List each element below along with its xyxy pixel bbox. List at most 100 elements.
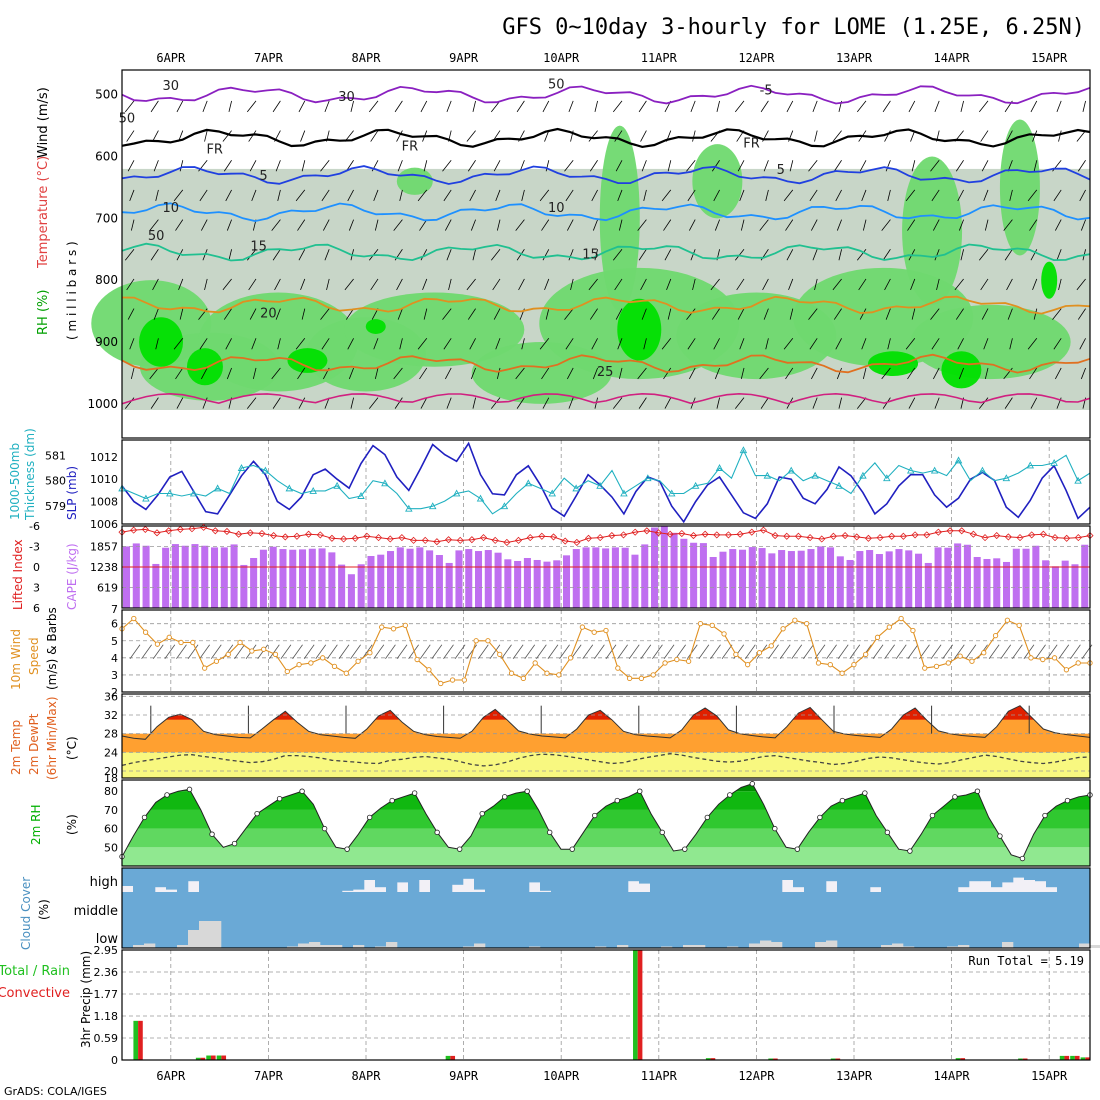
cape-bar — [807, 549, 815, 608]
wind-barb — [477, 644, 489, 659]
cape-bar — [611, 547, 619, 608]
cloud-high-bar — [991, 868, 1003, 888]
date-label: 6APR — [156, 1069, 186, 1083]
rh-marker — [862, 790, 868, 796]
wind-barb — [431, 644, 443, 659]
wind-barb — [779, 644, 791, 659]
cloud-high-bar — [221, 868, 233, 892]
thickness-marker — [811, 471, 819, 479]
precip-total-bar — [955, 1058, 961, 1060]
cape-bar — [338, 564, 346, 608]
li-marker — [631, 528, 639, 536]
thickness-marker — [691, 481, 700, 489]
upper-wind-barb — [297, 367, 306, 380]
cape-bar — [739, 549, 747, 608]
thickness-marker — [333, 481, 341, 489]
upper-wind-barb — [249, 308, 257, 320]
rh-marker — [884, 829, 891, 836]
wind-barb — [1012, 644, 1023, 659]
li-marker — [235, 530, 243, 538]
cloud-high-bar — [331, 868, 343, 892]
cloud-high-bar — [573, 868, 585, 892]
upper-wind-barb — [568, 100, 574, 113]
cape-bar — [299, 549, 307, 608]
upper-wind-barb — [173, 338, 184, 350]
upper-wind-barb — [911, 160, 916, 172]
wind-marker — [910, 627, 916, 634]
wind-barb — [686, 644, 698, 659]
rh-marker — [344, 846, 350, 852]
cape-bar — [142, 545, 150, 608]
upper-wind-barb — [204, 130, 208, 142]
wind-barb — [744, 644, 756, 659]
upper-wind-barb — [884, 278, 891, 291]
rh-marker — [164, 792, 170, 798]
li-marker — [643, 527, 651, 535]
upper-wind-barb — [420, 249, 428, 261]
credit-label: GrADS: COLA/IGES — [4, 1085, 107, 1098]
rh-marker — [727, 792, 733, 798]
precip-conv-bar — [1085, 1057, 1090, 1060]
isotherm-label: 5 — [777, 163, 785, 178]
rh-blob — [941, 351, 982, 389]
rh-marker — [952, 794, 958, 800]
precip-conv-bar — [835, 1058, 841, 1060]
upper-wind-barb — [567, 219, 574, 231]
upper-wind-barb — [374, 367, 379, 380]
upper-wind-barb — [1003, 219, 1013, 231]
cloud-high-bar — [1079, 868, 1091, 892]
upper-wind-barb — [1029, 367, 1038, 380]
wind-marker — [296, 662, 302, 668]
cape-bar — [387, 551, 395, 608]
wind-barb — [907, 644, 919, 659]
date-label: 14APR — [934, 51, 971, 65]
wind-marker — [851, 662, 857, 668]
cape-bar — [367, 556, 375, 608]
upper-wind-barb — [812, 100, 818, 113]
rh-marker — [704, 814, 711, 821]
wind-marker — [225, 651, 231, 658]
rh-blob — [186, 348, 223, 386]
isotherm-label: FR — [402, 139, 419, 154]
upper-wind-barb — [127, 160, 135, 172]
upper-wind-barb — [687, 338, 696, 350]
wind-barb — [315, 644, 327, 659]
upper-wind-barb — [1080, 219, 1086, 231]
wind-marker — [733, 651, 739, 658]
thickness-marker — [285, 484, 294, 492]
precip-run-total: Run Total = 5.19 — [968, 954, 1084, 968]
rh-blob — [599, 125, 640, 312]
upper-wind-barb — [492, 278, 501, 291]
li-marker — [328, 534, 336, 542]
upper-wind-barb — [466, 278, 476, 291]
cape-bar — [875, 554, 883, 608]
li-marker — [1051, 534, 1059, 542]
cape-bar — [1022, 548, 1030, 608]
thickness-marker — [930, 466, 939, 474]
upper-wind-barb — [419, 219, 428, 231]
upper-wind-barb — [443, 338, 452, 350]
rh-blob — [365, 319, 386, 334]
upper-wind-barb — [393, 367, 403, 380]
upper-wind-barb — [176, 100, 184, 113]
cloud-low-bar — [683, 945, 695, 948]
precip-conv-bar — [960, 1058, 966, 1060]
upper-wind-barb — [252, 367, 257, 380]
wind-marker — [792, 617, 798, 623]
wind-marker — [721, 631, 727, 637]
cape-bar — [836, 556, 844, 608]
rh-band — [122, 847, 1090, 866]
wind-marker — [1063, 667, 1070, 673]
upper-wind-barb — [124, 249, 135, 261]
li-marker — [561, 537, 569, 545]
li-marker — [514, 536, 523, 544]
rh-series-line — [121, 783, 1091, 860]
wind-barb — [199, 644, 210, 659]
cloud-low-bar — [727, 946, 739, 948]
wind-marker — [745, 662, 751, 668]
slp-thick-top-label: 1000-500mb — [8, 443, 22, 520]
precip-conv-bar — [773, 1058, 778, 1060]
precip-tick-label: 1.77 — [94, 988, 119, 1001]
cape-bar — [406, 548, 414, 608]
upper-wind-barb — [811, 219, 818, 231]
